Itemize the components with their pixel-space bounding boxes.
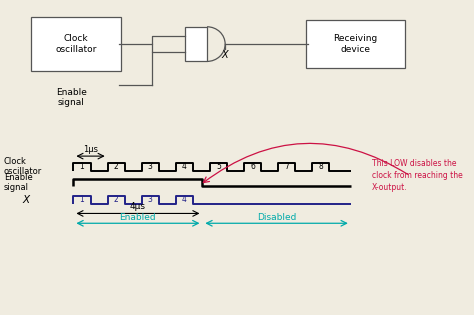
Text: Receiving
device: Receiving device	[333, 34, 378, 54]
Text: 1: 1	[80, 195, 84, 204]
Text: Clock
oscillator: Clock oscillator	[55, 34, 97, 54]
Text: This LOW disables the
clock from reaching the
X-output.: This LOW disables the clock from reachin…	[372, 159, 463, 192]
Text: 4: 4	[182, 162, 187, 171]
Text: X: X	[22, 195, 30, 205]
Text: 6: 6	[250, 162, 255, 171]
Text: 2: 2	[114, 162, 118, 171]
FancyBboxPatch shape	[31, 17, 121, 71]
Text: 5: 5	[216, 162, 221, 171]
Text: 2: 2	[114, 195, 118, 204]
Text: Disabled: Disabled	[257, 213, 296, 222]
Text: 3: 3	[148, 162, 153, 171]
Polygon shape	[185, 27, 207, 61]
Text: Enable
signal: Enable signal	[55, 88, 87, 107]
Text: 3: 3	[148, 195, 153, 204]
Text: 1μs: 1μs	[83, 146, 98, 154]
Text: 1: 1	[80, 162, 84, 171]
Text: 4μs: 4μs	[130, 203, 146, 211]
Text: Enabled: Enabled	[119, 213, 156, 222]
Text: 4: 4	[182, 195, 187, 204]
Text: Clock
oscillator: Clock oscillator	[4, 157, 42, 176]
FancyBboxPatch shape	[306, 20, 405, 68]
Text: 8: 8	[319, 162, 323, 171]
Text: 7: 7	[284, 162, 289, 171]
Text: X: X	[222, 50, 228, 60]
Text: Enable
signal: Enable signal	[4, 173, 33, 192]
